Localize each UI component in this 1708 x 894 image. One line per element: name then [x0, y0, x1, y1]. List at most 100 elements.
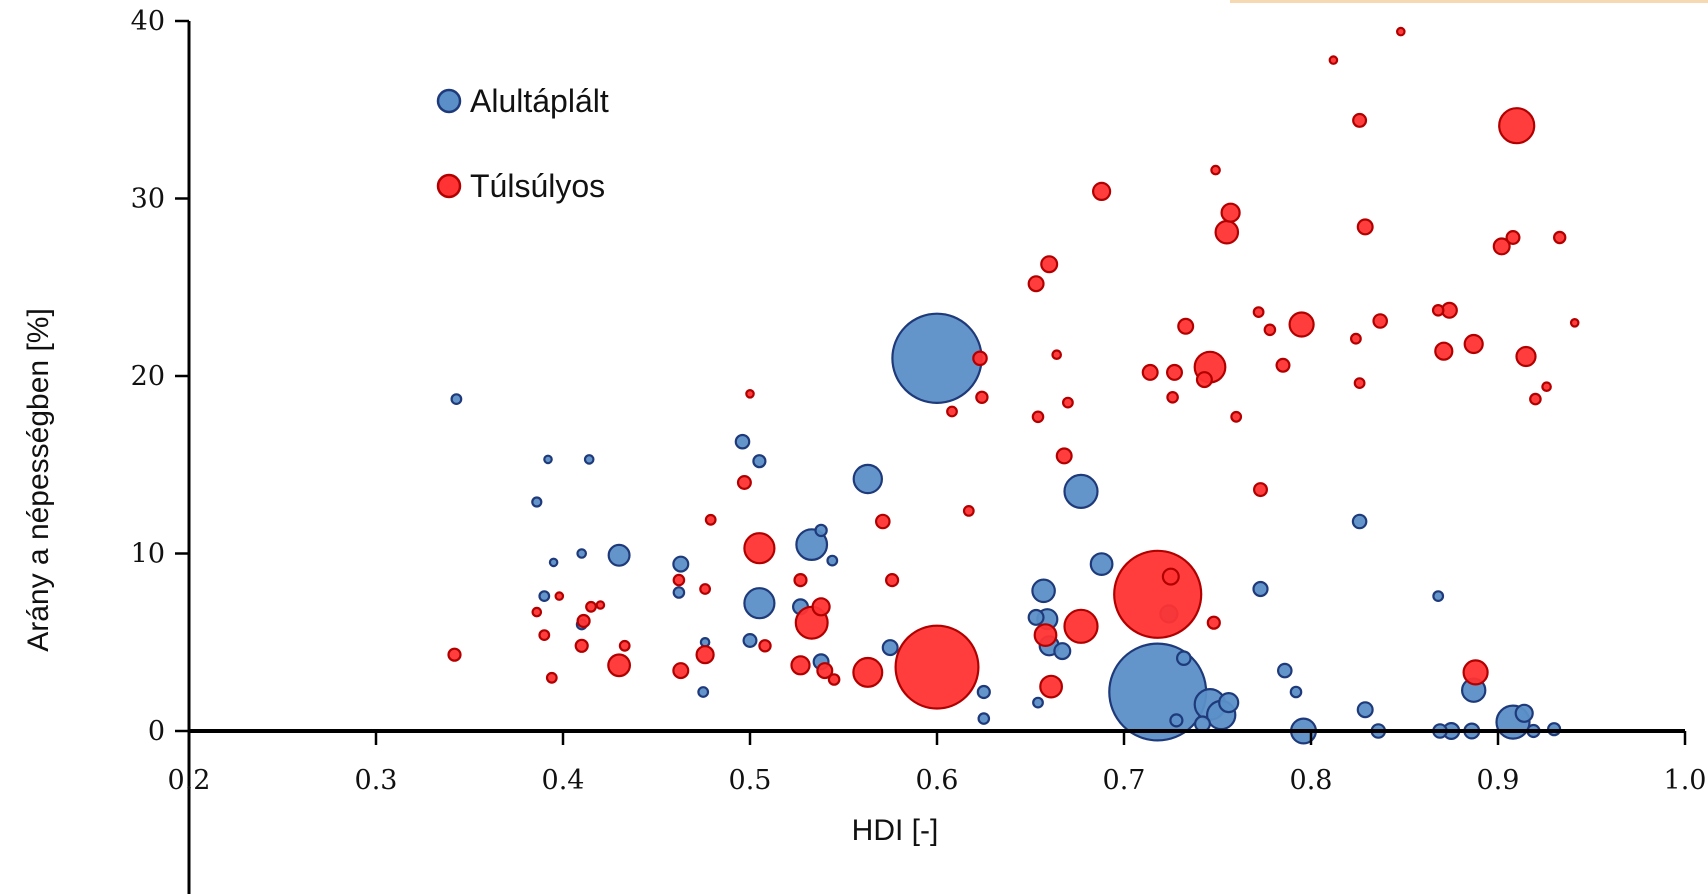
tulsulyos-bubble — [874, 513, 891, 530]
tulsulyos-bubble — [1195, 371, 1213, 389]
alultaplalt-bubble — [1053, 642, 1072, 661]
alultaplalt-bubble — [881, 639, 899, 657]
tulsulyos-bubble — [1396, 26, 1406, 37]
alultaplalt-bubble — [548, 557, 559, 568]
alultaplalt-bubble — [977, 712, 991, 725]
tulsulyos-bubble — [1061, 396, 1074, 409]
alultaplalt-bubble — [1252, 580, 1269, 598]
alultaplalt-bubble — [543, 454, 553, 465]
tulsulyos-bubble — [447, 647, 462, 662]
tulsulyos-bubble — [618, 639, 631, 652]
tulsulyos-bubble — [1541, 381, 1552, 392]
tulsulyos-bubble — [545, 671, 558, 684]
tulsulyos-bubble — [585, 600, 597, 613]
alultaplalt-bubble — [1351, 513, 1368, 530]
y-axis-ticks: 0 10 20 30 40 — [131, 6, 189, 747]
alultaplalt-bubble — [734, 433, 751, 450]
x-tick-label: 0.5 — [729, 765, 772, 796]
tulsulyos-bubble — [1252, 482, 1268, 498]
y-tick-label: 20 — [131, 361, 165, 392]
tulsulyos-bubble — [1352, 112, 1368, 128]
alultaplalt-bubble — [752, 454, 767, 469]
y-tick-label: 30 — [131, 184, 165, 215]
tulsulyos-bubble — [1091, 181, 1112, 201]
tulsulyos-bubble — [538, 629, 551, 641]
tulsulyos-bubble — [531, 606, 543, 618]
tulsulyos-bubble — [884, 572, 900, 588]
tulsulyos-bubble — [1206, 615, 1221, 630]
alultaplalt-bubble — [1063, 473, 1099, 509]
tulsulyos-bubble — [1141, 363, 1159, 381]
alultaplalt-bubble — [450, 393, 463, 406]
decorative-top-bar — [1230, 0, 1708, 3]
alultaplalt-bubble — [742, 632, 758, 648]
alultaplalt-bubble — [1169, 713, 1184, 728]
series-alultaplalt — [450, 312, 1562, 745]
tulsulyos-bubble — [1051, 349, 1062, 360]
tulsulyos-bubble — [1328, 55, 1339, 65]
tulsulyos-bubble — [972, 350, 988, 367]
tulsulyos-bubble — [1356, 218, 1374, 236]
tulsulyos-bubble — [1031, 410, 1045, 424]
tulsulyos-bubble — [1165, 363, 1183, 381]
tulsulyos-bubble — [1063, 608, 1099, 644]
series-tulsulyos — [447, 26, 1580, 710]
y-tick-label: 40 — [131, 6, 165, 37]
tulsulyos-bubble — [1166, 390, 1179, 404]
tulsulyos-bubble — [1552, 230, 1567, 245]
tulsulyos-bubble — [1027, 275, 1045, 293]
tulsulyos-bubble — [811, 597, 831, 617]
tulsulyos-bubble — [699, 583, 711, 595]
y-axis-title: Arány a népességben [%] — [22, 308, 55, 652]
alultaplalt-bubble — [1031, 578, 1056, 604]
x-tick-label: 0.8 — [1290, 765, 1333, 796]
alultaplalt-bubble — [814, 523, 828, 538]
tulsulyos-bubble — [576, 613, 591, 629]
tulsulyos-bubble — [607, 653, 631, 678]
tulsulyos-bubble — [1263, 323, 1277, 337]
tulsulyos-bubble — [1505, 230, 1521, 246]
x-tick-label: 0.3 — [355, 765, 398, 796]
alultaplalt-bubble — [891, 312, 983, 404]
alultaplalt-bubble — [1514, 703, 1534, 723]
x-tick-label: 0.9 — [1477, 765, 1520, 796]
alultaplalt-bubble — [697, 686, 710, 698]
legend-swatch-tulsulyos — [436, 173, 462, 199]
x-axis-ticks: 0.2 0.3 0.4 0.5 0.6 0.7 0.8 0.9 1.0 — [168, 731, 1707, 796]
alultaplalt-bubble — [538, 590, 551, 602]
tulsulyos-bubble — [1431, 303, 1445, 317]
tulsulyos-bubble — [1040, 255, 1059, 274]
tulsulyos-bubble — [745, 388, 755, 399]
alultaplalt-bubble — [1432, 590, 1445, 602]
tulsulyos-bubble — [736, 475, 752, 491]
tulsulyos-bubble — [1463, 333, 1484, 355]
tulsulyos-bubble — [1569, 317, 1580, 328]
x-tick-label: 0.4 — [542, 765, 585, 796]
tulsulyos-bubble — [1492, 237, 1511, 256]
alultaplalt-bubble — [1356, 701, 1374, 719]
alultaplalt-bubble — [1289, 685, 1303, 699]
tulsulyos-bubble — [1055, 447, 1073, 465]
tulsulyos-bubble — [816, 662, 834, 680]
tulsulyos-bubble — [1372, 313, 1388, 329]
alultaplalt-bubble — [672, 555, 690, 573]
alultaplalt-bubble — [1027, 608, 1045, 626]
tulsulyos-bubble — [704, 513, 717, 526]
tulsulyos-bubble — [574, 638, 589, 653]
tulsulyos-bubble — [1210, 164, 1221, 176]
legend: Alultáplált Túlsúlyos — [436, 83, 609, 204]
tulsulyos-bubble — [1252, 306, 1265, 319]
alultaplalt-bubble — [672, 586, 686, 599]
legend-swatch-alultaplalt — [436, 88, 462, 114]
tulsulyos-bubble — [1039, 674, 1063, 699]
x-tick-label: 1.0 — [1664, 765, 1707, 796]
tulsulyos-bubble — [1230, 410, 1243, 423]
alultaplalt-bubble — [852, 463, 884, 495]
tulsulyos-bubble — [1498, 107, 1536, 145]
tulsulyos-bubble — [1177, 317, 1195, 335]
tulsulyos-bubble — [672, 573, 686, 587]
tulsulyos-bubble — [790, 655, 811, 676]
tulsulyos-bubble — [975, 390, 989, 404]
tulsulyos-bubble — [1288, 311, 1315, 338]
